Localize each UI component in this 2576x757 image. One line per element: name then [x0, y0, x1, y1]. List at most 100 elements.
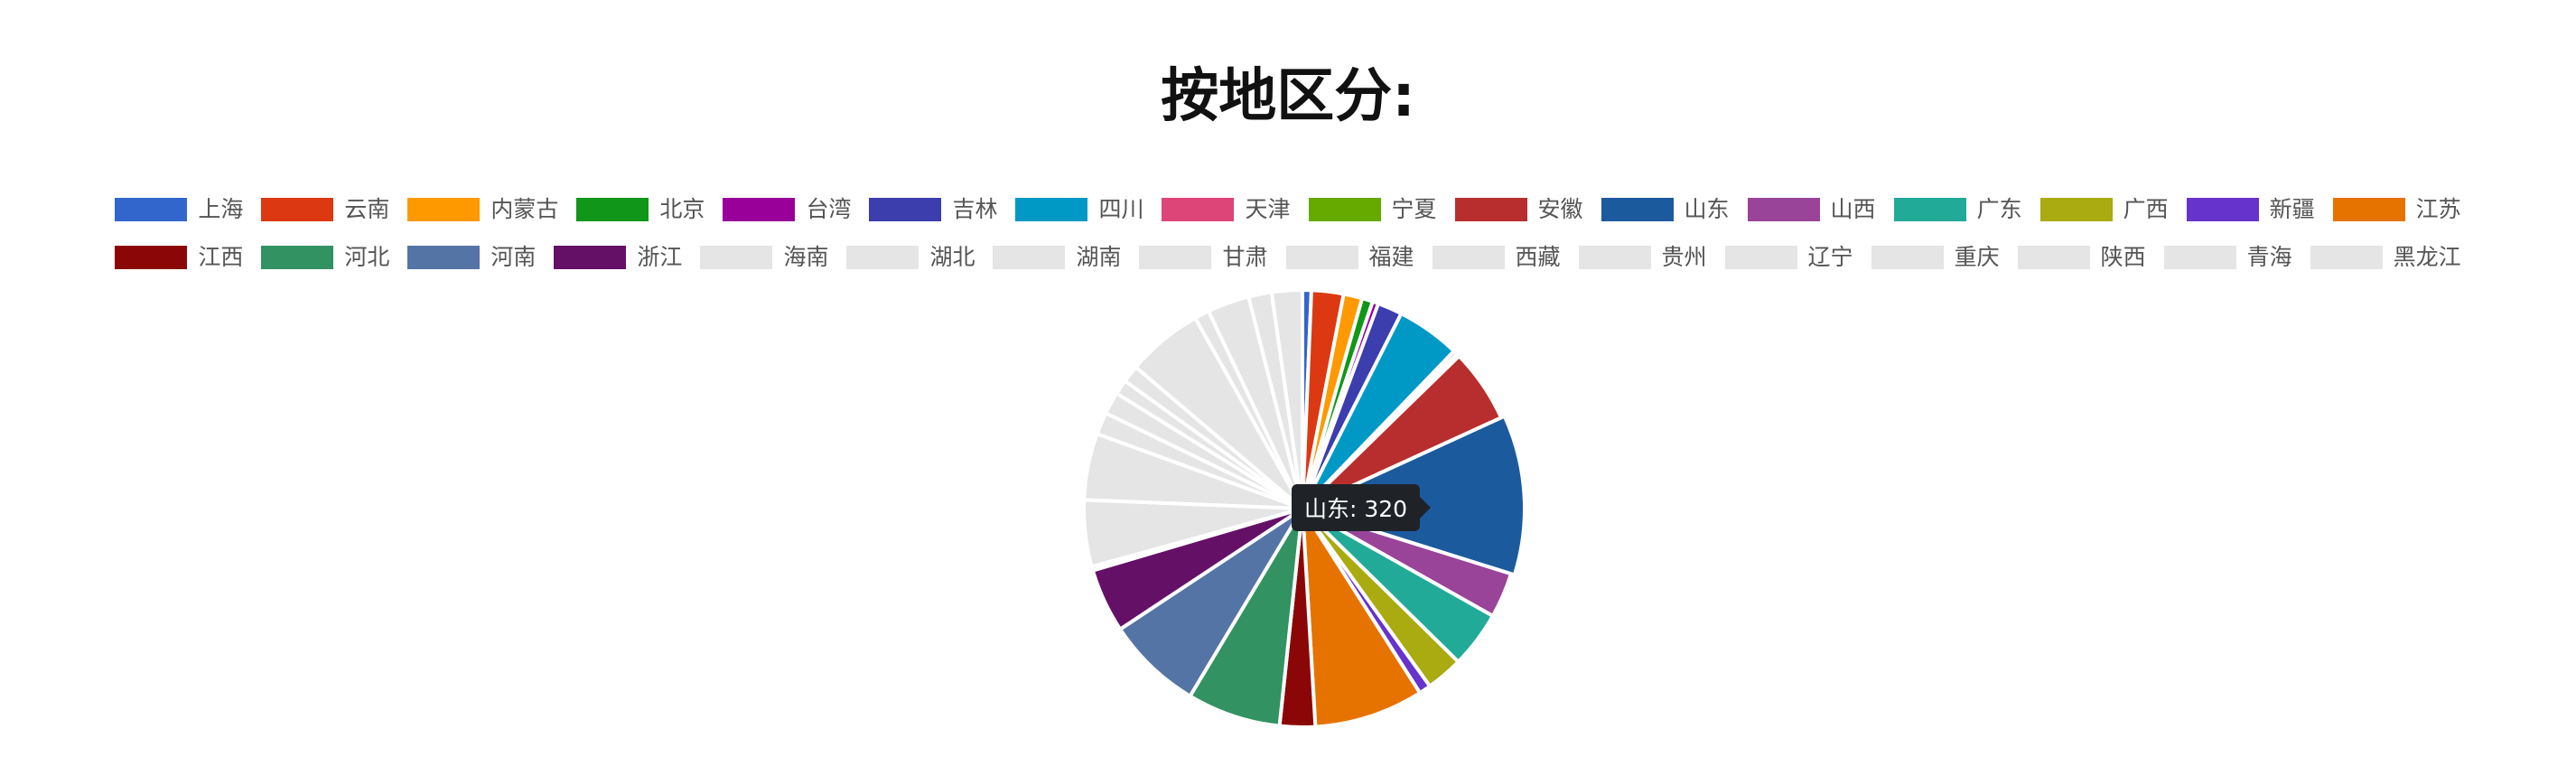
legend-swatch: [846, 246, 919, 269]
legend-label: 贵州: [1661, 244, 1707, 270]
legend-item[interactable]: 浙江: [554, 236, 682, 279]
legend-swatch: [2310, 246, 2383, 269]
legend-item[interactable]: 湖南: [993, 236, 1121, 279]
legend-item[interactable]: 山东: [1601, 188, 1730, 231]
legend-item[interactable]: 广东: [1893, 188, 2022, 231]
legend-item[interactable]: 内蒙古: [407, 188, 558, 231]
legend-swatch: [1139, 246, 1212, 269]
legend-label: 山东: [1684, 196, 1730, 222]
legend-label: 新疆: [2269, 196, 2315, 222]
legend-label: 青海: [2246, 244, 2292, 270]
legend-label: 海南: [783, 244, 829, 270]
legend-label: 重庆: [1954, 244, 2000, 270]
legend-label: 西藏: [1515, 244, 1561, 270]
legend-label: 吉林: [952, 196, 998, 222]
legend-item[interactable]: 海南: [700, 236, 828, 279]
legend-item[interactable]: 四川: [1015, 188, 1143, 231]
legend-label: 上海: [198, 196, 244, 222]
legend-label: 宁夏: [1391, 196, 1437, 222]
legend-item[interactable]: 贵州: [1578, 236, 1707, 279]
legend-item[interactable]: 陕西: [2017, 236, 2146, 279]
legend-item[interactable]: 山西: [1747, 188, 1876, 231]
legend-item[interactable]: 辽宁: [1724, 236, 1853, 279]
legend-swatch: [1285, 246, 1358, 269]
legend-swatch: [2332, 198, 2405, 221]
legend: 上海 云南 内蒙古 北京 台湾 吉林 四川 天津 宁夏 安徽 山东 山西 广东 广西 新疆 江苏江西 河北 河南 浙…: [45, 188, 2531, 284]
legend-swatch: [1724, 246, 1797, 269]
legend-item[interactable]: 安徽: [1454, 188, 1583, 231]
pie-slice[interactable]: [1187, 507, 1304, 728]
legend-item[interactable]: 宁夏: [1308, 188, 1437, 231]
legend-label: 山西: [1830, 196, 1876, 222]
legend-swatch: [2017, 246, 2090, 269]
legend-swatch: [1747, 198, 1820, 221]
legend-label: 安徽: [1537, 196, 1583, 222]
legend-swatch: [407, 246, 481, 269]
legend-swatch: [1578, 246, 1651, 269]
legend-item[interactable]: 青海: [2163, 236, 2292, 279]
legend-swatch: [869, 198, 942, 221]
legend-item[interactable]: 江苏: [2332, 188, 2461, 231]
legend-swatch: [1893, 198, 1966, 221]
legend-label: 江苏: [2415, 196, 2461, 222]
legend-item[interactable]: 河南: [407, 236, 536, 279]
legend-label: 福建: [1368, 244, 1414, 270]
legend-swatch: [115, 246, 188, 269]
legend-item[interactable]: 新疆: [2186, 188, 2315, 231]
legend-label: 台湾: [806, 196, 852, 222]
legend-label: 湖南: [1076, 244, 1122, 270]
legend-swatch: [723, 198, 796, 221]
legend-swatch: [2186, 198, 2259, 221]
legend-label: 湖北: [929, 244, 975, 270]
legend-item[interactable]: 吉林: [869, 188, 997, 231]
legend-item[interactable]: 湖北: [846, 236, 975, 279]
legend-label: 广西: [2123, 196, 2169, 222]
legend-swatch: [2163, 246, 2236, 269]
legend-item[interactable]: 西藏: [1432, 236, 1561, 279]
legend-label: 内蒙古: [490, 196, 559, 222]
legend-label: 浙江: [637, 244, 683, 270]
legend-swatch: [576, 198, 649, 221]
legend-label: 天津: [1245, 196, 1291, 222]
pie-slice[interactable]: [1300, 501, 1423, 729]
legend-item[interactable]: 江西: [115, 236, 243, 279]
legend-swatch: [1871, 246, 1944, 269]
legend-swatch: [1015, 198, 1088, 221]
legend-label: 黑龙江: [2393, 244, 2461, 270]
legend-label: 广东: [1976, 196, 2022, 222]
legend-label: 河北: [344, 244, 390, 270]
legend-swatch: [261, 198, 334, 221]
chart-title: 按地区分:: [1161, 63, 1415, 130]
legend-swatch: [1601, 198, 1674, 221]
legend-label: 江西: [198, 244, 244, 270]
legend-swatch: [407, 198, 481, 221]
legend-item[interactable]: 北京: [576, 188, 705, 231]
legend-label: 陕西: [2100, 244, 2146, 270]
legend-item[interactable]: 台湾: [723, 188, 851, 231]
legend-label: 四川: [1098, 196, 1144, 222]
legend-swatch: [261, 246, 334, 269]
legend-swatch: [700, 246, 773, 269]
legend-item[interactable]: 河北: [261, 236, 389, 279]
pie-slice[interactable]: [1269, 287, 1304, 509]
legend-item[interactable]: 福建: [1285, 236, 1414, 279]
legend-item[interactable]: 甘肃: [1139, 236, 1268, 279]
legend-item[interactable]: 上海: [115, 188, 243, 231]
legend-label: 北京: [659, 196, 705, 222]
legend-swatch: [1308, 198, 1381, 221]
legend-item[interactable]: 广西: [2039, 188, 2169, 231]
legend-swatch: [2039, 198, 2113, 221]
legend-swatch: [554, 246, 627, 269]
legend-label: 河南: [490, 244, 537, 270]
tooltip: 山东: 320: [1292, 484, 1432, 531]
legend-swatch: [115, 198, 188, 221]
legend-label: 甘肃: [1222, 244, 1268, 270]
legend-label: 辽宁: [1807, 244, 1853, 270]
legend-item[interactable]: 天津: [1162, 188, 1291, 231]
legend-swatch: [993, 246, 1066, 269]
legend-item[interactable]: 云南: [261, 188, 389, 231]
legend-item[interactable]: 黑龙江: [2310, 236, 2461, 279]
pie-slice[interactable]: [1117, 507, 1304, 699]
legend-item[interactable]: 重庆: [1871, 236, 2000, 279]
legend-swatch: [1432, 246, 1505, 269]
